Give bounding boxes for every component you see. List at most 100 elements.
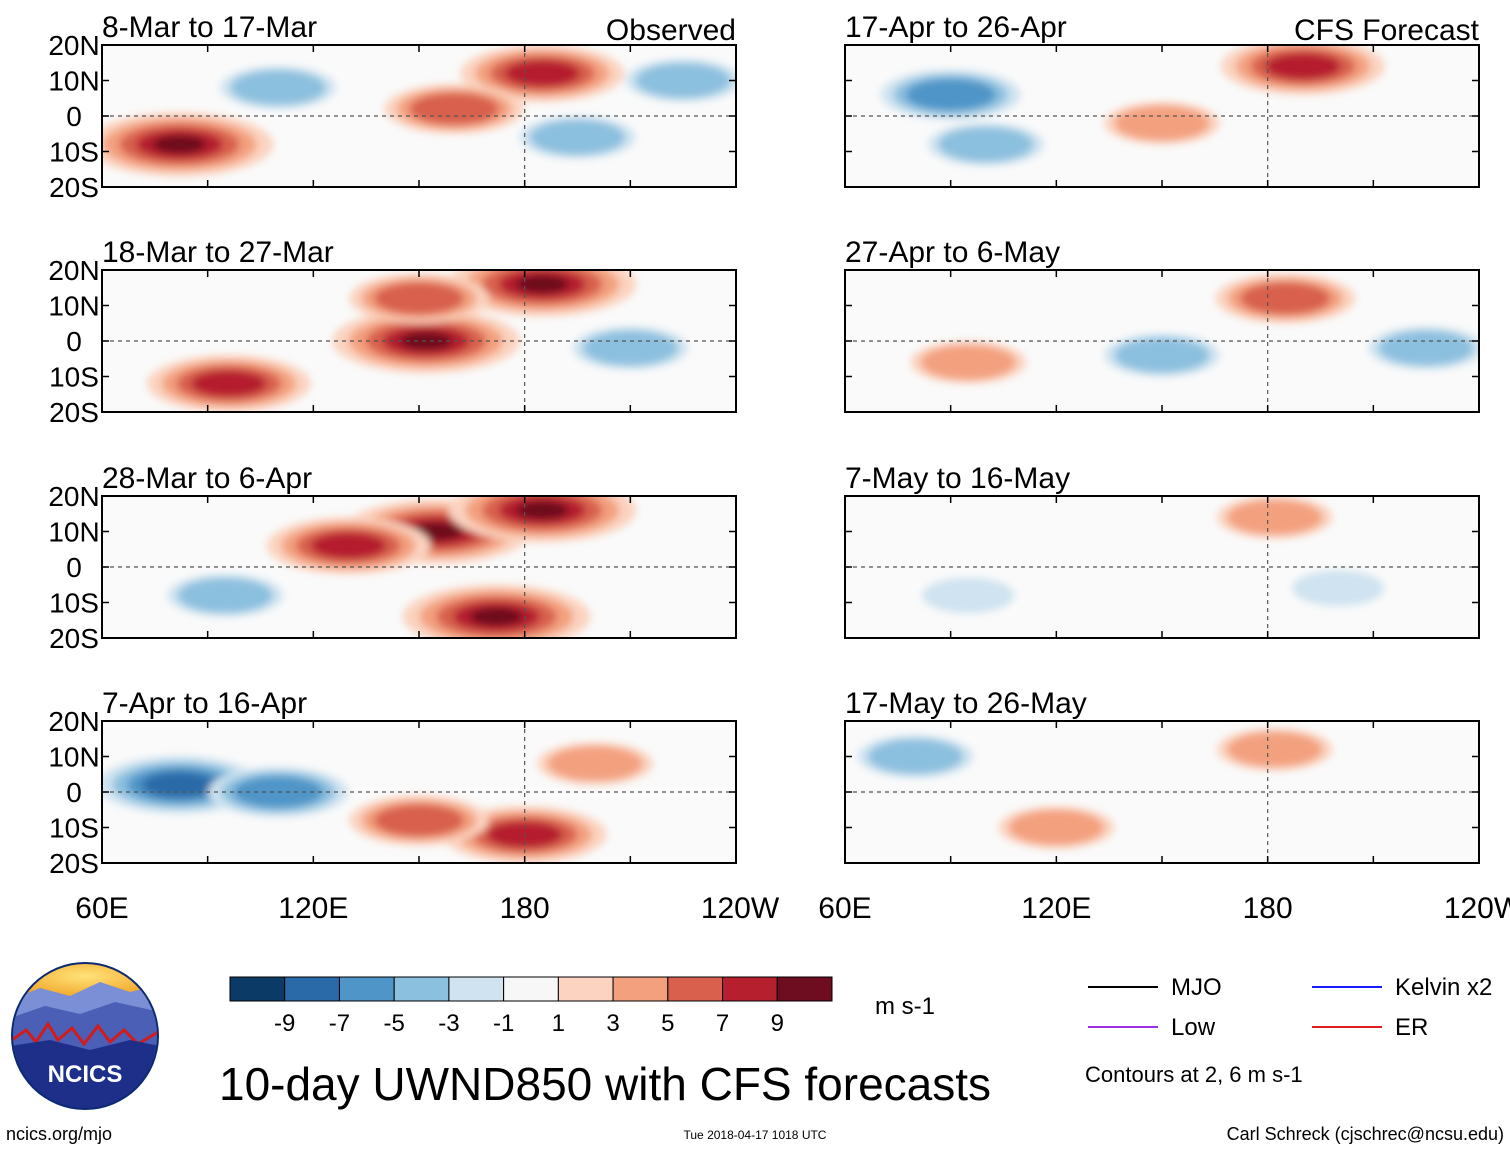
colorbar-tick-label: 7 xyxy=(716,1010,729,1037)
panel-date-label: 17-May to 26-May xyxy=(845,687,1087,720)
lat-tick-label: 20N xyxy=(48,481,99,512)
colorbar-swatch xyxy=(448,976,505,1002)
map-panel: 17-Apr to 26-Apr CFS Forecast xyxy=(844,11,1480,188)
panel-date-label: 7-May to 16-May xyxy=(845,462,1070,495)
colorbar-swatch xyxy=(612,976,669,1002)
lat-tick-label: 0 xyxy=(66,326,82,357)
legend-label: Low xyxy=(1171,1014,1216,1041)
colorbar-tick-label: 5 xyxy=(661,1010,674,1037)
anomaly-blob xyxy=(920,344,1016,380)
footer-timestamp: Tue 2018-04-17 1018 UTC xyxy=(684,1128,827,1142)
anomaly-blob xyxy=(529,119,626,155)
anomaly-blob xyxy=(504,60,580,87)
lat-tick-label: 20S xyxy=(49,397,99,428)
legend: MJO Kelvin x2 Low ER Contours at 2, 6 m s-1 xyxy=(1085,974,1492,1087)
lat-tick-label: 20N xyxy=(48,706,99,737)
ncics-logo: NCICS xyxy=(11,962,159,1110)
anomaly-blob xyxy=(141,771,218,799)
logo-text: NCICS xyxy=(48,1061,123,1088)
anomaly-blob xyxy=(1227,731,1323,767)
lat-tick-label: 0 xyxy=(66,101,82,132)
observed-label: Observed xyxy=(606,14,736,47)
colorbar-unit: m s-1 xyxy=(875,993,935,1020)
anomaly-blob xyxy=(922,577,1015,614)
lat-tick-label: 0 xyxy=(66,777,82,808)
lon-tick-label: 60E xyxy=(818,892,871,925)
anomaly-blob xyxy=(470,607,523,626)
footer-url[interactable]: ncics.org/mjo xyxy=(6,1124,112,1144)
lon-tick-label: 120E xyxy=(278,892,348,925)
anomaly-blob xyxy=(867,738,964,775)
map-panel: 17-May to 26-May 60E 120E 180 120W xyxy=(818,687,1510,925)
panel-date-label: 18-Mar to 27-Mar xyxy=(102,236,334,269)
anomaly-blob xyxy=(153,135,206,154)
lat-tick-label: 10S xyxy=(49,588,99,619)
anomaly-blob xyxy=(1114,337,1210,373)
anomaly-blob xyxy=(1240,282,1331,315)
lat-tick-label: 10S xyxy=(49,813,99,844)
anomaly-blob xyxy=(1227,499,1323,535)
lat-tick-label: 10S xyxy=(49,362,99,393)
anomaly-blob xyxy=(1292,570,1385,607)
anomaly-blob xyxy=(374,804,464,837)
colorbar-swatch xyxy=(503,976,559,1002)
lon-tick-label: 120E xyxy=(1021,892,1091,925)
anomaly-blob xyxy=(938,126,1034,162)
anomaly-blob xyxy=(374,282,464,315)
colorbar-tick-label: -1 xyxy=(493,1010,514,1037)
footer-author: Carl Schreck (cjschrec@ncsu.edu) xyxy=(1227,1124,1504,1144)
colorbar-tick-label: 9 xyxy=(771,1010,784,1037)
anomaly-blob xyxy=(1378,330,1474,366)
figure-title: 10-day UWND850 with CFS forecasts xyxy=(219,1058,991,1110)
colorbar-swatch xyxy=(229,976,286,1002)
colorbar-swatch xyxy=(338,976,395,1002)
colorbar-swatch xyxy=(776,976,833,1002)
anomaly-blob xyxy=(1008,809,1104,846)
colorbar-swatch xyxy=(284,976,340,1002)
anomaly-blob xyxy=(230,70,326,106)
lat-tick-label: 20N xyxy=(48,255,99,286)
panel-date-label: 27-Apr to 6-May xyxy=(845,236,1060,269)
anomaly-blob xyxy=(310,532,387,559)
legend-label: Kelvin x2 xyxy=(1395,974,1492,1001)
lon-tick-label: 60E xyxy=(75,892,128,925)
colorbar-tick-label: 3 xyxy=(606,1010,619,1037)
anomaly-blob xyxy=(635,62,731,99)
lat-tick-label: 10N xyxy=(48,66,99,97)
lat-tick-label: 0 xyxy=(66,552,82,583)
lat-tick-label: 20S xyxy=(49,623,99,654)
lat-tick-label: 20S xyxy=(49,172,99,203)
colorbar-tick-label: -3 xyxy=(438,1010,459,1037)
colorbar-tick-label: -9 xyxy=(274,1010,295,1037)
anomaly-blob xyxy=(177,577,273,613)
colorbar-swatch xyxy=(557,976,614,1002)
panel-date-label: 7-Apr to 16-Apr xyxy=(102,687,307,720)
lon-tick-label: 180 xyxy=(500,892,550,925)
anomaly-blob xyxy=(547,746,643,782)
colorbar-swatch xyxy=(393,976,450,1002)
lon-tick-label: 120W xyxy=(1444,892,1510,925)
legend-label: MJO xyxy=(1171,974,1222,1001)
colorbar-swatch xyxy=(722,976,778,1002)
lat-tick-label: 20N xyxy=(48,30,99,61)
lon-tick-label: 180 xyxy=(1243,892,1293,925)
lon-tick-label: 120W xyxy=(701,892,780,925)
lat-tick-label: 20S xyxy=(49,848,99,879)
forecast-label: CFS Forecast xyxy=(1294,14,1480,47)
legend-label: ER xyxy=(1395,1014,1428,1041)
panel-date-label: 8-Mar to 17-Mar xyxy=(102,11,317,44)
lat-tick-label: 10N xyxy=(48,291,99,322)
legend-note: Contours at 2, 6 m s-1 xyxy=(1085,1062,1303,1087)
anomaly-blob xyxy=(191,370,267,397)
map-panel: 8-Mar to 17-Mar Observed 20N 10N 0 10S 20S xyxy=(48,11,737,203)
anomaly-blob xyxy=(905,78,996,111)
anomaly-blob xyxy=(1114,105,1210,141)
colorbar: -9 -7 -5 -3 -1 1 3 5 7 9 m s-1 xyxy=(229,976,935,1037)
anomaly-blob xyxy=(409,92,500,125)
map-panel: 7-May to 16-May xyxy=(844,462,1480,639)
anomaly-blob xyxy=(515,275,569,294)
anomaly-blob xyxy=(515,501,569,520)
